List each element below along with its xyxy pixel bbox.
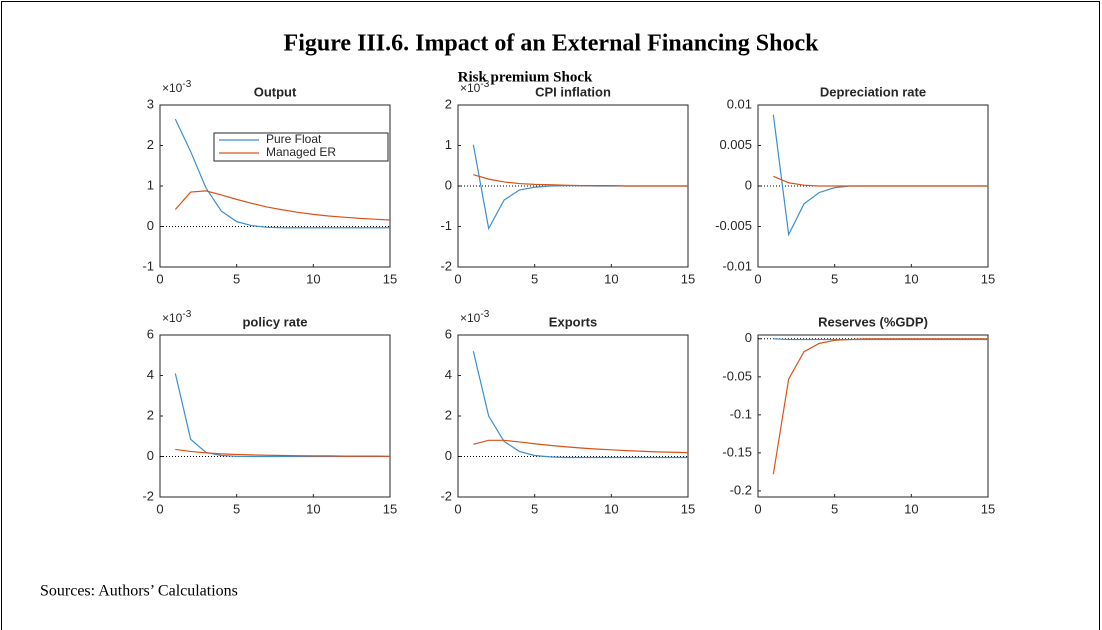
y-tick-label: 0 (745, 330, 752, 345)
x-tick-label: 0 (754, 271, 761, 286)
x-tick-label: 15 (383, 501, 397, 516)
y-multiplier: ×10-3 (460, 309, 490, 326)
panel-title: CPI inflation (535, 84, 611, 99)
y-tick-label: -1 (142, 258, 154, 273)
x-tick-label: 10 (306, 271, 320, 286)
y-tick-label: -0.2 (730, 482, 752, 497)
x-tick-label: 15 (383, 271, 397, 286)
x-tick-label: 0 (156, 271, 163, 286)
y-tick-label: 0 (745, 177, 752, 192)
x-tick-label: 0 (454, 271, 461, 286)
x-tick-label: 10 (904, 271, 918, 286)
x-tick-label: 5 (531, 271, 538, 286)
source-note: Sources: Authors’ Calculations (40, 583, 238, 600)
y-tick-label: 0 (445, 448, 452, 463)
panel-title: Depreciation rate (820, 84, 926, 99)
y-multiplier-exponent: -3 (480, 79, 489, 90)
y-tick-label: 2 (445, 96, 452, 111)
y-tick-label: -0.05 (722, 368, 752, 383)
y-tick-label: 0 (147, 448, 154, 463)
panel-title: policy rate (242, 314, 307, 329)
y-tick-label: 0 (445, 177, 452, 192)
panel-title: Exports (549, 314, 597, 329)
y-multiplier: ×10-3 (162, 79, 192, 96)
y-tick-label: -0.15 (722, 444, 752, 459)
y-multiplier-base: ×10 (162, 81, 183, 95)
y-tick-label: -2 (142, 488, 154, 503)
y-tick-label: 0 (147, 218, 154, 233)
x-tick-label: 0 (156, 501, 163, 516)
x-tick-label: 5 (831, 501, 838, 516)
y-tick-label: 2 (147, 407, 154, 422)
y-tick-label: 2 (445, 407, 452, 422)
x-tick-label: 15 (681, 501, 695, 516)
y-multiplier-base: ×10 (460, 311, 481, 325)
series-line (175, 448, 391, 457)
y-multiplier-exponent: -3 (480, 309, 489, 320)
legend-label: Pure Float (266, 132, 322, 146)
series-line (473, 439, 689, 454)
panel-title: Reserves (%GDP) (818, 314, 928, 329)
y-tick-label: 0.005 (719, 137, 752, 152)
series-line (773, 175, 988, 187)
y-tick-label: 6 (445, 326, 452, 341)
y-tick-label: -1 (440, 218, 452, 233)
y-multiplier: ×10-3 (460, 79, 490, 96)
x-tick-label: 0 (754, 501, 761, 516)
series-line (174, 118, 390, 229)
y-tick-label: -0.01 (722, 258, 752, 273)
y-tick-label: 0.01 (727, 96, 752, 111)
figure-subtitle: Risk premium Shock (458, 69, 593, 85)
x-tick-label: 15 (681, 271, 695, 286)
legend-label: Managed ER (266, 145, 336, 159)
x-tick-label: 0 (454, 501, 461, 516)
y-multiplier-exponent: -3 (182, 79, 191, 90)
figure-title: Figure III.6. Impact of an External Fina… (284, 31, 820, 57)
x-tick-label: 5 (531, 501, 538, 516)
y-multiplier-base: ×10 (460, 81, 481, 95)
panel-title: Output (254, 84, 297, 99)
x-tick-label: 5 (831, 271, 838, 286)
y-tick-label: 4 (147, 367, 154, 382)
x-tick-label: 10 (604, 271, 618, 286)
x-tick-label: 15 (981, 271, 995, 286)
axes-box (757, 334, 989, 498)
y-tick-label: 4 (445, 367, 452, 382)
x-tick-label: 10 (904, 501, 918, 516)
y-tick-label: -0.1 (730, 406, 752, 421)
y-tick-label: -2 (440, 488, 452, 503)
x-tick-label: 5 (233, 501, 240, 516)
axes-box (159, 334, 391, 498)
y-tick-label: 6 (147, 326, 154, 341)
x-tick-label: 5 (233, 271, 240, 286)
axes-box (457, 334, 689, 498)
series-line (773, 338, 988, 341)
axes-box (159, 104, 391, 268)
series-line (473, 174, 688, 187)
y-tick-label: 2 (147, 137, 154, 152)
x-tick-label: 15 (981, 501, 995, 516)
y-tick-label: -0.005 (715, 218, 752, 233)
x-tick-label: 10 (604, 501, 618, 516)
series-line (174, 190, 391, 221)
y-multiplier-exponent: -3 (182, 309, 191, 320)
x-tick-label: 10 (306, 501, 320, 516)
y-tick-label: 3 (147, 96, 154, 111)
legend-box (213, 132, 389, 162)
y-tick-label: 1 (445, 137, 452, 152)
y-multiplier-base: ×10 (162, 311, 183, 325)
y-multiplier: ×10-3 (162, 309, 192, 326)
series-line (472, 351, 688, 459)
y-tick-label: -2 (440, 258, 452, 273)
series-line (772, 338, 988, 475)
y-tick-label: 1 (147, 177, 154, 192)
